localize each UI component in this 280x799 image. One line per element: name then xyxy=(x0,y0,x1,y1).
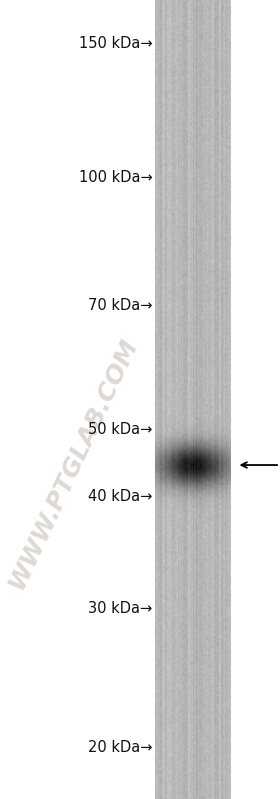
Text: 30 kDa→: 30 kDa→ xyxy=(88,602,153,616)
Text: 100 kDa→: 100 kDa→ xyxy=(79,170,153,185)
Text: 40 kDa→: 40 kDa→ xyxy=(88,490,153,504)
Text: WWW.PTGLAB.COM: WWW.PTGLAB.COM xyxy=(4,334,142,593)
Text: 70 kDa→: 70 kDa→ xyxy=(88,298,153,312)
Text: 20 kDa→: 20 kDa→ xyxy=(88,740,153,754)
Text: 50 kDa→: 50 kDa→ xyxy=(88,423,153,437)
Text: 150 kDa→: 150 kDa→ xyxy=(79,37,153,51)
